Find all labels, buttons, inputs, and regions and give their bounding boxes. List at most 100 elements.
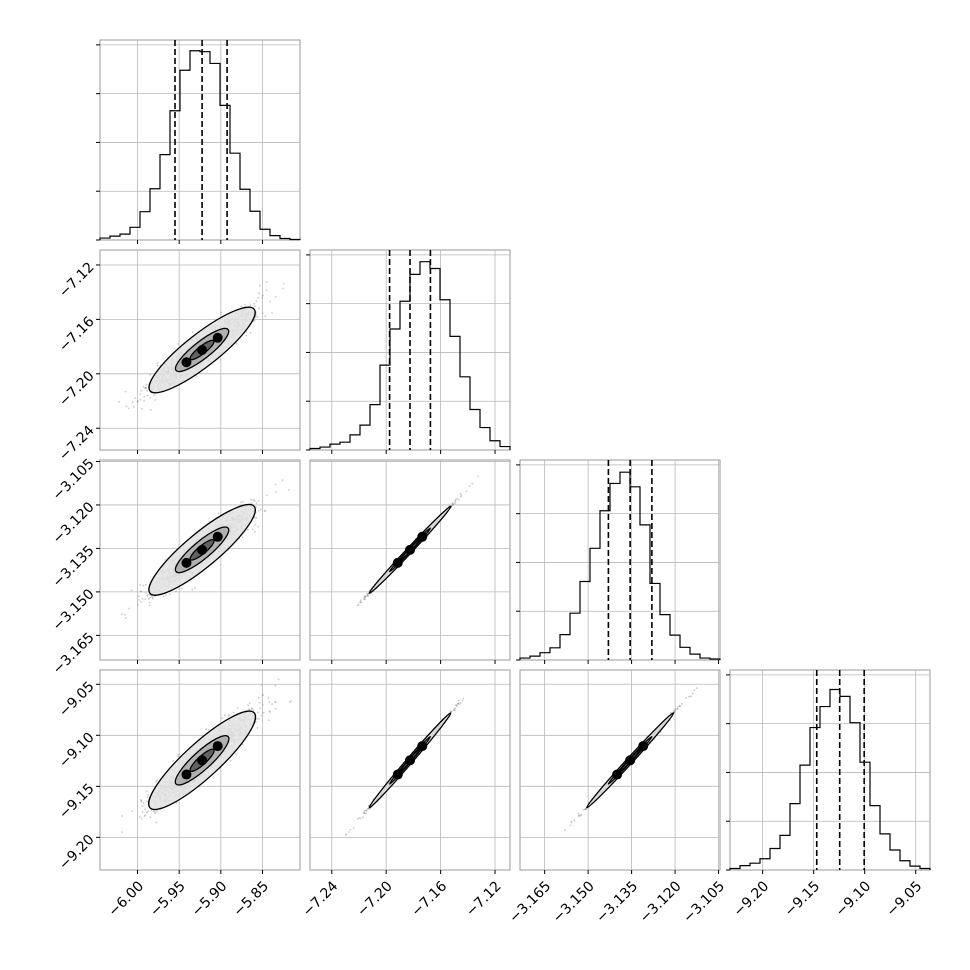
sample-point	[146, 595, 149, 597]
panel-3-2: −3.165−3.150−3.135−3.120−3.105	[506, 669, 728, 926]
sample-point	[363, 596, 366, 598]
sample-point	[180, 587, 183, 590]
sample-point	[257, 711, 259, 714]
sample-point	[263, 509, 266, 512]
sample-point	[290, 700, 292, 702]
sample-point	[275, 491, 277, 493]
sample-point	[228, 714, 231, 717]
sample-point	[156, 779, 158, 782]
sample-point	[255, 516, 258, 519]
sample-point	[277, 678, 280, 681]
sample-point	[253, 319, 256, 322]
sample-point	[141, 598, 144, 600]
panel-3-0: −9.20−9.15−9.10−9.05−6.00 −5.95 −5.90 −5.85	[56, 669, 301, 920]
sample-point	[674, 708, 677, 711]
sample-point	[148, 601, 151, 604]
sample-point	[254, 523, 257, 526]
sample-point	[262, 711, 265, 714]
sample-point	[262, 294, 264, 297]
y-tick-label: −3.120	[50, 499, 98, 547]
sample-point	[137, 400, 140, 402]
sample-point	[283, 282, 285, 285]
sample-point	[257, 525, 259, 528]
sample-point	[363, 812, 366, 814]
sample-point	[462, 697, 465, 700]
sample-point	[477, 475, 479, 478]
sample-point	[144, 387, 147, 389]
sample-point	[138, 599, 141, 601]
sample-point	[140, 590, 143, 593]
sample-point	[144, 386, 147, 389]
sample-point	[244, 304, 246, 306]
sample-point	[248, 702, 251, 705]
sample-point	[253, 302, 256, 305]
sample-point	[260, 714, 263, 717]
sample-point	[121, 815, 123, 817]
panel-3-1: −7.24 −7.20 −7.16 −7.12	[300, 669, 511, 920]
sample-point	[152, 810, 155, 813]
sample-point	[458, 699, 460, 702]
sample-point	[252, 709, 255, 712]
sample-point	[271, 312, 273, 314]
x-tick-label: −5.90	[189, 878, 231, 920]
sample-point	[175, 590, 177, 593]
sample-point	[121, 613, 123, 616]
sample-point	[693, 689, 696, 691]
sample-point	[141, 811, 144, 814]
sample-point	[257, 510, 260, 512]
sample-point	[142, 584, 144, 587]
y-tick-label: −9.20	[56, 832, 98, 874]
sample-point	[254, 316, 257, 319]
sample-point	[139, 584, 142, 586]
sample-point	[127, 407, 130, 410]
sample-point	[236, 707, 239, 709]
sample-point	[247, 704, 250, 707]
sample-point	[357, 603, 360, 606]
y-tick-label: −7.20	[56, 368, 98, 410]
core-point	[417, 531, 428, 542]
sample-point	[569, 824, 572, 827]
sample-point	[149, 397, 152, 399]
sample-point	[172, 760, 175, 762]
sample-point	[456, 497, 459, 500]
sample-point	[141, 407, 143, 410]
core-point	[405, 755, 415, 766]
core-point	[181, 769, 192, 780]
sample-point	[223, 714, 226, 716]
sample-point	[134, 397, 137, 399]
sample-point	[147, 794, 150, 796]
y-tick-label: −7.16	[56, 314, 98, 356]
sample-point	[460, 494, 463, 497]
sample-point	[349, 828, 352, 831]
sample-point	[147, 593, 149, 596]
sample-point	[264, 510, 267, 513]
sample-point	[146, 796, 149, 799]
x-tick-label: −7.12	[463, 878, 505, 920]
sample-point	[146, 390, 149, 392]
core-point	[197, 544, 208, 555]
sample-point	[220, 311, 223, 314]
sample-point	[240, 501, 243, 504]
sample-point	[265, 494, 268, 497]
sample-point	[165, 594, 167, 596]
sample-point	[458, 498, 460, 501]
sample-point	[137, 595, 140, 598]
sample-point	[235, 753, 238, 756]
x-tick-label: −5.85	[230, 878, 272, 920]
panel-frame	[99, 39, 301, 241]
sample-point	[250, 498, 252, 501]
sample-point	[241, 536, 244, 538]
sample-point	[256, 727, 259, 729]
sample-point	[140, 390, 143, 392]
core-point	[197, 345, 208, 355]
sample-point	[256, 718, 258, 720]
sample-point	[240, 305, 243, 308]
sample-point	[259, 284, 261, 287]
sample-point	[156, 810, 158, 813]
sample-point	[253, 305, 256, 308]
sample-point	[268, 710, 271, 713]
panel-frame	[519, 459, 721, 661]
sample-point	[274, 707, 277, 710]
sample-point	[149, 816, 152, 819]
panel-0-0	[96, 39, 301, 244]
